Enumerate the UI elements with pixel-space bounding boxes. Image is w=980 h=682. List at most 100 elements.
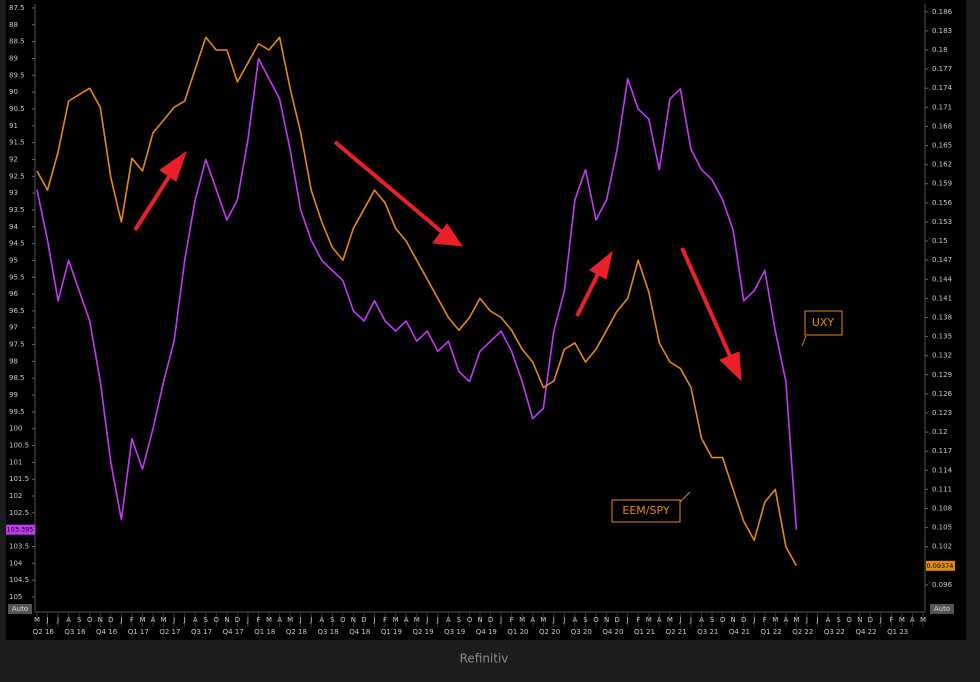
x-tick-label: D (868, 616, 873, 624)
x-tick-label: A (910, 616, 915, 624)
y-tick-label: 97.5 (9, 341, 25, 349)
x-tick-label: M (646, 616, 652, 624)
series-line (36, 57, 798, 530)
x-tick-label: J (552, 616, 555, 624)
series-line (36, 36, 798, 567)
x-tick-label: A (446, 616, 451, 624)
x-tick-label: M (266, 616, 272, 624)
y2-tick-label: 0.165 (932, 142, 952, 150)
callout-line (679, 491, 691, 503)
quarter-label: Q3 22 (824, 628, 845, 636)
y-tick-label: 93.5 (9, 206, 25, 214)
last-value-tag (926, 560, 955, 571)
y2-tick-label: 0.096 (932, 581, 953, 589)
x-tick-label: J (46, 616, 49, 624)
plot (36, 36, 798, 567)
y2-tick-label: 0.126 (932, 390, 953, 398)
series-label-box (804, 310, 843, 336)
x-tick-label: F (763, 616, 767, 624)
y-tick-label: 103.5 (9, 543, 29, 551)
y2-tick-label: 0.162 (932, 161, 952, 169)
y2-tick-label: 0.177 (932, 65, 952, 73)
x-tick-label: A (573, 616, 578, 624)
arrow-head (589, 250, 613, 280)
x-tick-label: A (277, 616, 282, 624)
x-tick-label: A (783, 616, 788, 624)
x-tick-label: J (499, 616, 502, 624)
y2-tick-label: 0.141 (932, 294, 952, 302)
x-tick-label: S (710, 616, 715, 624)
x-tick-label: J (805, 616, 808, 624)
y-tick-label: 94 (9, 223, 18, 231)
y-tick-label: 104.5 (9, 576, 29, 584)
y2-tick-label: 0.174 (932, 84, 953, 92)
x-tick-label: A (404, 616, 409, 624)
x-tick-label: N (224, 616, 229, 624)
y2-tick-label: 0.156 (932, 199, 953, 207)
x-tick-label: O (87, 616, 93, 624)
x-tick-label: D (108, 616, 113, 624)
y2-tick-label: 0.123 (932, 409, 952, 417)
y-tick-label: 88.5 (9, 38, 25, 46)
x-tick-label: J (309, 616, 312, 624)
y-tick-label: 97 (9, 324, 18, 332)
last-value-tag (6, 524, 35, 535)
y-tick-label: 96.5 (9, 307, 25, 315)
x-tick-label: N (351, 616, 356, 624)
x-tick-label: N (98, 616, 103, 624)
arrow (680, 247, 732, 357)
x-tick-label: O (846, 616, 852, 624)
y-tick-label: 102 (9, 492, 22, 500)
quarter-label: Q1 22 (761, 628, 782, 636)
arrow-head (159, 150, 187, 182)
x-tick-label: S (836, 616, 841, 624)
y-tick-label: 88 (9, 21, 18, 29)
y2-tick-label: 0.135 (932, 333, 952, 341)
y-tick-label: 101 (9, 458, 22, 466)
y-tick-label: 105 (9, 593, 22, 601)
y-tick-label: 87.5 (9, 4, 25, 12)
quarter-label: Q4 18 (349, 628, 370, 636)
quarter-label: Q3 21 (697, 628, 718, 636)
y-tick-label: 104 (9, 559, 23, 567)
y2-tick-label: 0.117 (932, 447, 952, 455)
x-tick-label: D (488, 616, 493, 624)
x-tick-label: M (540, 616, 546, 624)
arrow (575, 269, 602, 317)
source: Refinitiv (460, 652, 509, 666)
y-tick-label: 93 (9, 189, 18, 197)
axis-button-label[interactable]: Auto (934, 605, 950, 613)
quarter-label: Q1 23 (887, 628, 908, 636)
y2-tick-label: 0.183 (932, 27, 952, 35)
x-tick-label: J (752, 616, 755, 624)
axis-button[interactable] (8, 604, 32, 614)
quarter-label: Q2 18 (286, 628, 307, 636)
quarter-label: Q1 18 (254, 628, 275, 636)
y-tick-label: 95.5 (9, 273, 25, 281)
y2-tick-label: 0.129 (932, 371, 952, 379)
y-tick-label: 100 (9, 425, 22, 433)
x-tick-label: F (889, 616, 893, 624)
axis-button-label[interactable]: Auto (12, 605, 28, 613)
y-tick-label: 92.5 (9, 172, 25, 180)
x-tick-label: J (879, 616, 882, 624)
y-tick-label: 96 (9, 290, 18, 298)
quarter-label: Q2 19 (412, 628, 433, 636)
x-tick-label: M (667, 616, 673, 624)
arrows (133, 140, 742, 382)
x-tick-label: J (299, 616, 302, 624)
y2-tick-label: 0.186 (932, 8, 953, 16)
y2-tick-label: 0.114 (932, 466, 953, 474)
quarter-label: Q3 20 (571, 628, 592, 636)
axis-button[interactable] (930, 604, 954, 614)
quarter-label: Q1 21 (634, 628, 655, 636)
x-tick-label: A (66, 616, 71, 624)
y2-tick-label: 0.147 (932, 256, 952, 264)
quarter-label: Q3 19 (444, 628, 465, 636)
quarter-label: Q4 21 (729, 628, 750, 636)
x-tick-label: F (130, 616, 134, 624)
x-tick-label: A (319, 616, 324, 624)
quarter-label: Q4 22 (855, 628, 876, 636)
quarter-label: Q4 17 (223, 628, 244, 636)
